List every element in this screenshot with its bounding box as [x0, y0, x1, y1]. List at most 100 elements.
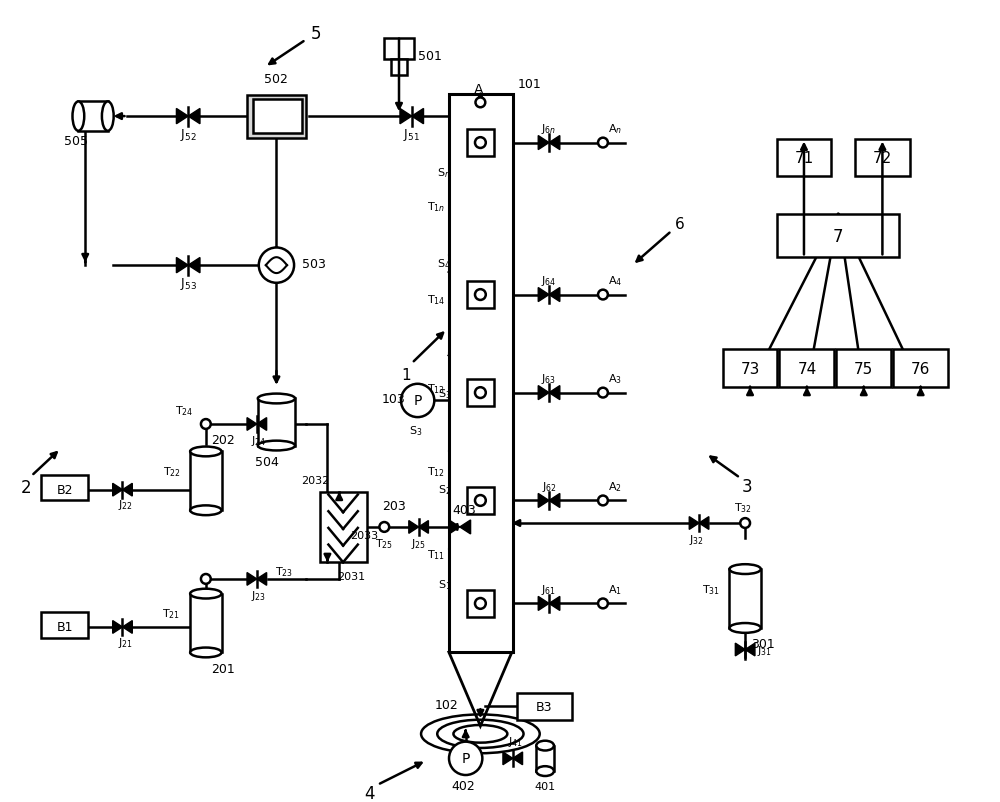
- Bar: [517, 693, 572, 720]
- Circle shape: [475, 496, 486, 506]
- Text: 2033: 2033: [351, 530, 379, 540]
- Text: A$_4$: A$_4$: [608, 273, 622, 287]
- Polygon shape: [122, 621, 132, 634]
- Bar: [384, 38, 414, 60]
- Text: A: A: [474, 83, 483, 96]
- Text: T$_{12}$: T$_{12}$: [427, 464, 445, 478]
- Text: S$_n$: S$_n$: [437, 166, 451, 180]
- Circle shape: [259, 248, 294, 283]
- Polygon shape: [549, 597, 560, 610]
- Polygon shape: [188, 109, 200, 124]
- Text: T$_{11}$: T$_{11}$: [427, 548, 445, 561]
- Text: 502: 502: [264, 73, 288, 87]
- Polygon shape: [257, 573, 267, 585]
- Text: T$_{25}$: T$_{25}$: [375, 536, 393, 550]
- Circle shape: [598, 290, 608, 300]
- Circle shape: [475, 99, 485, 108]
- Text: 103: 103: [381, 392, 405, 406]
- Bar: [258, 399, 295, 446]
- Text: 401: 401: [535, 781, 556, 791]
- Polygon shape: [449, 520, 460, 534]
- Bar: [190, 593, 222, 653]
- Text: 201: 201: [212, 662, 235, 674]
- Text: 2032: 2032: [302, 476, 330, 485]
- Circle shape: [475, 387, 486, 399]
- Circle shape: [598, 496, 608, 506]
- Bar: [391, 60, 407, 76]
- Text: 5: 5: [310, 25, 321, 43]
- Text: 402: 402: [452, 780, 476, 792]
- Text: 501: 501: [418, 50, 442, 63]
- Text: A$_n$: A$_n$: [608, 122, 622, 136]
- Polygon shape: [412, 109, 424, 124]
- Text: T$_{24}$: T$_{24}$: [175, 404, 193, 418]
- Bar: [467, 282, 494, 309]
- Polygon shape: [460, 520, 471, 534]
- Text: S$_3$: S$_3$: [438, 387, 451, 400]
- Circle shape: [449, 742, 482, 775]
- Ellipse shape: [536, 766, 554, 776]
- Bar: [836, 350, 891, 387]
- Text: J$_{24}$: J$_{24}$: [251, 433, 267, 447]
- Circle shape: [401, 384, 434, 418]
- Polygon shape: [247, 418, 257, 431]
- Polygon shape: [735, 643, 745, 656]
- Polygon shape: [699, 517, 709, 530]
- Bar: [467, 379, 494, 407]
- Polygon shape: [113, 484, 122, 496]
- Circle shape: [475, 598, 486, 609]
- Text: J$_{21}$: J$_{21}$: [118, 635, 133, 649]
- Text: T$_{22}$: T$_{22}$: [163, 464, 181, 478]
- Text: J$_{62}$: J$_{62}$: [542, 479, 557, 493]
- Bar: [777, 140, 831, 176]
- Text: J$_{25}$: J$_{25}$: [411, 536, 426, 550]
- Text: A$_2$: A$_2$: [608, 480, 622, 493]
- Polygon shape: [689, 517, 699, 530]
- Text: 2031: 2031: [337, 571, 365, 581]
- Text: 6: 6: [675, 217, 684, 232]
- Polygon shape: [538, 597, 549, 610]
- Text: 505: 505: [64, 135, 88, 148]
- Text: J$_{52}$: J$_{52}$: [180, 127, 196, 143]
- Polygon shape: [247, 573, 257, 585]
- Bar: [729, 569, 761, 628]
- Text: T$_{31}$: T$_{31}$: [702, 582, 720, 596]
- Polygon shape: [409, 521, 419, 533]
- Circle shape: [475, 290, 486, 301]
- Polygon shape: [549, 386, 560, 400]
- Text: B2: B2: [56, 484, 73, 496]
- Text: T$_{21}$: T$_{21}$: [162, 606, 181, 621]
- Text: J$_{61}$: J$_{61}$: [541, 582, 557, 596]
- Text: 74: 74: [797, 361, 817, 376]
- Circle shape: [475, 138, 486, 149]
- Text: T$_{13}$: T$_{13}$: [427, 381, 445, 395]
- Circle shape: [598, 388, 608, 398]
- Bar: [320, 492, 367, 562]
- Bar: [467, 130, 494, 157]
- Bar: [536, 746, 554, 772]
- Text: A$_3$: A$_3$: [608, 371, 622, 385]
- Ellipse shape: [190, 447, 222, 457]
- Ellipse shape: [102, 103, 114, 132]
- Text: J$_{6n}$: J$_{6n}$: [541, 122, 557, 136]
- Polygon shape: [745, 643, 755, 656]
- Bar: [777, 215, 899, 258]
- Bar: [467, 590, 494, 618]
- Text: J$_{31}$: J$_{31}$: [757, 642, 772, 657]
- Text: J$_{23}$: J$_{23}$: [251, 588, 266, 602]
- Text: B1: B1: [56, 621, 73, 634]
- Bar: [41, 613, 88, 638]
- Polygon shape: [122, 484, 132, 496]
- Text: 102: 102: [434, 698, 458, 711]
- Text: 7: 7: [833, 228, 844, 245]
- Text: 73: 73: [740, 361, 760, 376]
- Text: J$_{51}$: J$_{51}$: [403, 127, 420, 143]
- Ellipse shape: [190, 648, 222, 658]
- Bar: [723, 350, 777, 387]
- Polygon shape: [257, 418, 267, 431]
- Text: J$_{53}$: J$_{53}$: [180, 275, 197, 291]
- Text: 503: 503: [302, 257, 326, 270]
- Polygon shape: [113, 621, 122, 634]
- Text: J$_{22}$: J$_{22}$: [118, 498, 133, 512]
- Bar: [78, 103, 108, 132]
